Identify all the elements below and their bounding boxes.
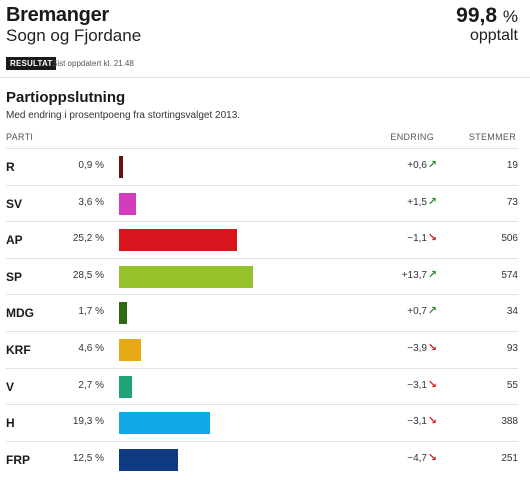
party-change: +0,6 — [407, 160, 427, 171]
party-share-bar — [119, 448, 178, 471]
party-name: V — [6, 379, 15, 394]
party-votes: 19 — [506, 160, 518, 171]
party-votes: 55 — [506, 379, 518, 391]
party-row: FRP 12,5 % −4,7 ↘ 251 — [6, 440, 518, 478]
party-name: MDG — [6, 306, 34, 321]
party-share-bar — [119, 375, 132, 398]
arrow-down-right-icon: ↘ — [427, 341, 437, 354]
party-share: 12,5 % — [72, 452, 104, 464]
party-change: +13,7 — [401, 269, 427, 281]
party-name: AP — [6, 233, 23, 248]
party-name: KRF — [6, 342, 31, 357]
party-share: 0,9 % — [78, 160, 104, 171]
party-share: 2,7 % — [78, 379, 104, 391]
party-change: +1,5 — [407, 196, 427, 208]
column-header-change: ENDRING — [390, 132, 434, 142]
party-row: AP 25,2 % −1,1 ↘ 506 — [6, 221, 518, 258]
party-row: SP 28,5 % +13,7 ↗ 574 — [6, 257, 518, 295]
last-updated: Sist oppdatert kl. 21.48 — [52, 59, 134, 68]
result-header: Bremanger Sogn og Fjordane 99,8 % opptal… — [6, 2, 518, 72]
party-change: +0,7 — [407, 306, 427, 318]
arrow-down-right-icon: ↘ — [427, 415, 437, 428]
arrow-down-right-icon: ↘ — [427, 451, 437, 464]
party-row: MDG 1,7 % +0,7 ↗ 34 — [6, 294, 518, 331]
arrow-up-right-icon: ↗ — [427, 268, 437, 281]
party-share-bar — [119, 229, 238, 252]
result-badge: RESULTAT — [6, 57, 57, 70]
arrow-down-right-icon: ↘ — [427, 232, 437, 245]
counted-percentage-unit: % — [502, 7, 518, 26]
arrow-down-right-icon: ↘ — [427, 378, 437, 391]
party-votes: 34 — [506, 306, 518, 318]
party-votes: 93 — [506, 342, 518, 354]
party-votes: 251 — [501, 452, 518, 464]
party-share-bar — [119, 302, 127, 325]
party-share: 19,3 % — [72, 416, 104, 428]
counted-label: opptalt — [469, 27, 518, 44]
section-subtitle: Med endring i prosentpoeng fra stortings… — [6, 110, 241, 121]
municipality-title: Bremanger — [6, 4, 109, 26]
party-change: −4,7 — [407, 452, 427, 464]
county-name: Sogn og Fjordane — [6, 26, 142, 45]
party-share-bar — [119, 412, 210, 435]
party-row: V 2,7 % −3,1 ↘ 55 — [6, 367, 518, 405]
counted-percentage-value: 99,8 — [456, 4, 498, 27]
party-votes: 506 — [501, 233, 518, 245]
party-change: −3,9 — [407, 342, 427, 354]
party-name: R — [6, 160, 15, 174]
party-name: H — [6, 416, 15, 431]
arrow-up-right-icon: ↗ — [427, 305, 437, 318]
column-header-votes: STEMMER — [468, 132, 516, 142]
party-votes: 73 — [506, 196, 518, 208]
section-title: Partioppslutning — [6, 89, 126, 106]
party-share: 4,6 % — [78, 342, 104, 354]
counted-percentage: 99,8 % — [456, 4, 518, 28]
party-share-bar — [119, 338, 141, 361]
party-share-bar — [119, 156, 124, 178]
party-row: H 19,3 % −3,1 ↘ 388 — [6, 404, 518, 441]
party-share: 25,2 % — [72, 233, 104, 245]
party-votes: 574 — [501, 269, 518, 281]
party-row: SV 3,6 % +1,5 ↗ 73 — [6, 184, 518, 222]
party-change: −3,1 — [407, 416, 427, 428]
party-row: KRF 4,6 % −3,9 ↘ 93 — [6, 330, 518, 368]
arrow-up-right-icon: ↗ — [427, 195, 437, 208]
party-share: 28,5 % — [72, 269, 104, 281]
arrow-up-right-icon: ↗ — [427, 159, 437, 171]
party-change: −1,1 — [407, 233, 427, 245]
party-share-bar — [119, 265, 253, 288]
party-share: 3,6 % — [78, 196, 104, 208]
party-name: SP — [6, 269, 23, 284]
column-header-party: PARTI — [6, 132, 34, 142]
party-row: R 0,9 % +0,6 ↗ 19 — [6, 148, 518, 185]
party-share-bar — [119, 192, 136, 215]
party-votes: 388 — [501, 416, 518, 428]
party-change: −3,1 — [407, 379, 427, 391]
party-name: SV — [6, 196, 23, 211]
party-share: 1,7 % — [78, 306, 104, 318]
party-results-list: R 0,9 % +0,6 ↗ 19 SV 3,6 % +1,5 ↗ 73 AP 25,2 % −1,1 ↘… — [6, 148, 518, 477]
party-name: FRP — [6, 452, 30, 467]
header-divider — [0, 77, 530, 78]
